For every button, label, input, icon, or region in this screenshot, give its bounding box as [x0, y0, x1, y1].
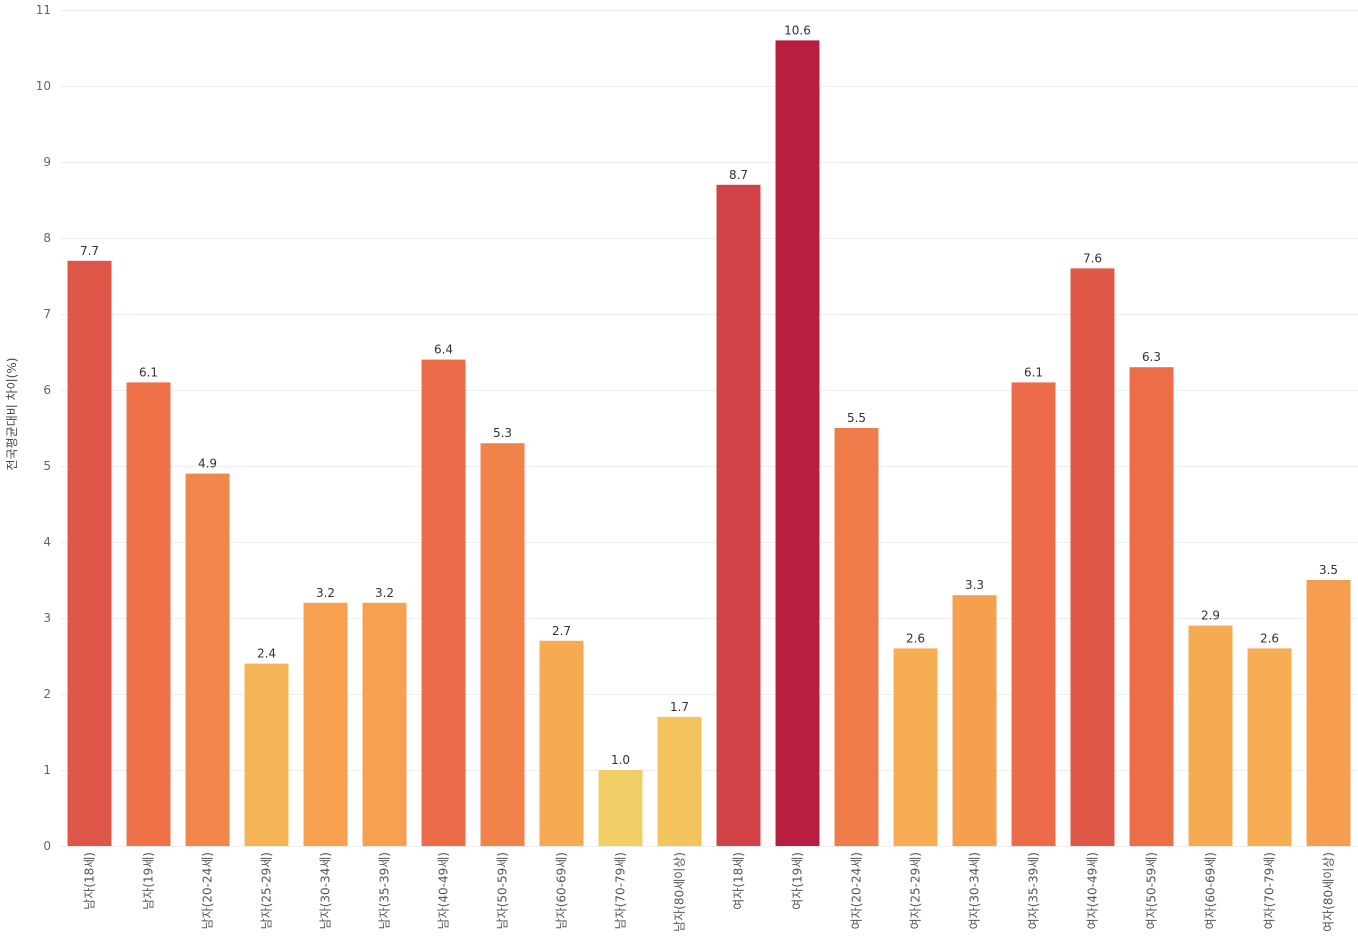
value-label: 3.5 — [1319, 563, 1338, 577]
bar — [126, 382, 171, 846]
value-label: 6.3 — [1142, 350, 1161, 364]
y-tick-labels: 0 1 2 3 4 5 6 7 8 9 10 11 — [36, 3, 51, 853]
value-label: 2.6 — [906, 631, 925, 645]
bar — [303, 602, 348, 846]
bar — [834, 428, 879, 846]
bar — [1188, 625, 1233, 846]
x-tick-label: 남자(60-69세) — [555, 852, 569, 929]
value-label: 5.3 — [493, 426, 512, 440]
bar — [539, 640, 584, 846]
value-label: 6.1 — [139, 365, 158, 379]
x-tick-label: 여자(60-69세) — [1204, 852, 1218, 929]
x-tick-label: 여자(19세) — [791, 852, 805, 910]
y-tick-label: 1 — [43, 763, 51, 777]
value-label: 2.7 — [552, 624, 571, 638]
value-label: 3.3 — [965, 578, 984, 592]
x-tick-label: 여자(25-29세) — [909, 852, 923, 929]
bar — [1070, 268, 1115, 846]
bar — [1306, 580, 1351, 846]
value-label: 2.6 — [1260, 631, 1279, 645]
x-tick-label: 여자(80세이상) — [1322, 852, 1336, 932]
y-tick-label: 9 — [43, 155, 51, 169]
x-tick-label: 여자(40-49세) — [1086, 852, 1100, 929]
value-label: 4.9 — [198, 457, 217, 471]
x-tick-label: 여자(18세) — [732, 852, 746, 910]
bar — [716, 184, 761, 847]
x-tick-label: 남자(25-29세) — [260, 852, 274, 929]
x-tick-label: 남자(20-24세) — [201, 852, 215, 929]
bar — [952, 595, 997, 846]
x-tick-label: 남자(30-34세) — [319, 852, 333, 929]
bar — [480, 443, 525, 846]
value-label: 2.4 — [257, 647, 276, 661]
value-label: 1.0 — [611, 753, 630, 767]
bar — [185, 473, 230, 846]
value-label: 5.5 — [847, 411, 866, 425]
bar — [362, 602, 407, 846]
bar — [244, 663, 289, 846]
value-label: 3.2 — [316, 586, 335, 600]
y-tick-label: 11 — [36, 3, 51, 17]
x-tick-label: 여자(30-34세) — [968, 852, 982, 929]
y-tick-label: 8 — [43, 231, 51, 245]
y-tick-label: 10 — [36, 79, 51, 93]
category-labels: 남자(18세) 남자(19세) 남자(20-24세) 남자(25-29세) 남자(30-… — [83, 852, 1336, 932]
bars — [67, 40, 1351, 847]
y-tick-label: 2 — [43, 687, 51, 701]
y-tick-label: 6 — [43, 383, 51, 397]
y-tick-label: 4 — [43, 535, 51, 549]
x-tick-label: 남자(40-49세) — [437, 852, 451, 929]
bar — [893, 648, 938, 846]
bar — [1129, 367, 1174, 846]
value-label: 3.2 — [375, 586, 394, 600]
y-tick-label: 0 — [43, 839, 51, 853]
value-labels: 7.7 6.1 4.9 2.4 3.2 3.2 6.4 5.3 2.7 1.0 1.7 8.7 10.6… — [80, 23, 1338, 767]
value-label: 2.9 — [1201, 609, 1220, 623]
value-label: 7.6 — [1083, 251, 1102, 265]
value-label: 8.7 — [729, 168, 748, 182]
x-tick-label: 남자(18세) — [83, 852, 97, 910]
y-tick-label: 3 — [43, 611, 51, 625]
bar — [1247, 648, 1292, 846]
x-tick-label: 여자(35-39세) — [1027, 852, 1041, 929]
x-tick-label: 남자(80세이상) — [673, 852, 687, 932]
bar — [775, 40, 820, 846]
x-tick-label: 남자(70-79세) — [614, 852, 628, 929]
y-tick-label: 7 — [43, 307, 51, 321]
x-tick-label: 여자(50-59세) — [1145, 852, 1159, 929]
value-label: 1.7 — [670, 700, 689, 714]
bar — [67, 260, 112, 846]
bar — [421, 359, 466, 846]
y-axis-title: 전국평균대비 차이(%) — [5, 358, 19, 471]
bar — [657, 716, 702, 846]
bar — [1011, 382, 1056, 846]
value-label: 6.1 — [1024, 365, 1043, 379]
value-label: 10.6 — [784, 23, 811, 37]
y-tick-label: 5 — [43, 459, 51, 473]
x-tick-label: 남자(35-39세) — [378, 852, 392, 929]
value-label: 6.4 — [434, 343, 453, 357]
x-tick-label: 남자(50-59세) — [496, 852, 510, 929]
x-tick-label: 여자(70-79세) — [1263, 852, 1277, 929]
value-label: 7.7 — [80, 244, 99, 258]
x-tick-label: 여자(20-24세) — [850, 852, 864, 929]
x-tick-label: 남자(19세) — [142, 852, 156, 910]
bar — [598, 770, 643, 846]
